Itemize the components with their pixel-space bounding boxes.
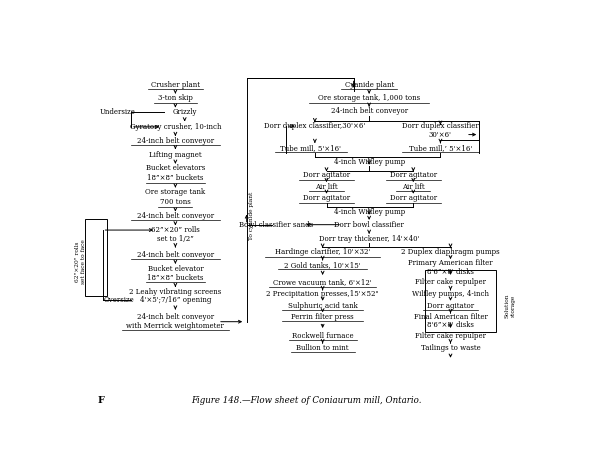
Bar: [425, 270, 496, 332]
Text: Undersize: Undersize: [99, 108, 135, 116]
Text: Dorr duplex classifier,30'×6': Dorr duplex classifier,30'×6': [264, 122, 365, 130]
Text: Ore storage tank, 1,000 tons: Ore storage tank, 1,000 tons: [318, 94, 420, 102]
Text: Oversize: Oversize: [103, 296, 134, 304]
Text: Figure 148.—Flow sheet of Coniaurum mill, Ontario.: Figure 148.—Flow sheet of Coniaurum mill…: [190, 396, 421, 405]
Text: 24-inch belt conveyor: 24-inch belt conveyor: [137, 313, 214, 321]
Text: 8'6”×8' disks: 8'6”×8' disks: [427, 268, 474, 276]
Text: Dorr agitator: Dorr agitator: [303, 171, 350, 179]
Text: To cyanide plant: To cyanide plant: [249, 191, 254, 240]
Text: Tube mill,’ 5'×16': Tube mill,’ 5'×16': [409, 144, 472, 152]
Text: Crusher plant: Crusher plant: [151, 80, 200, 89]
Text: Dorr agitator: Dorr agitator: [303, 194, 350, 203]
Text: Dorr agitator: Dorr agitator: [390, 171, 437, 179]
Text: 4-inch Wilfley pump: 4-inch Wilfley pump: [334, 207, 405, 216]
Text: 24-inch belt conveyor: 24-inch belt conveyor: [137, 137, 214, 145]
Text: 2 Leahy vibrating screens: 2 Leahy vibrating screens: [129, 288, 221, 296]
Text: Solution
storage: Solution storage: [505, 293, 516, 318]
Text: Bullion to mint: Bullion to mint: [296, 344, 349, 352]
Text: Filter cake repulper: Filter cake repulper: [415, 332, 486, 340]
Text: Cyanide plant: Cyanide plant: [344, 80, 394, 89]
Text: Tailings to waste: Tailings to waste: [421, 344, 481, 352]
Text: Bowl classifier sands: Bowl classifier sands: [239, 221, 313, 229]
Text: 18”×8” buckets: 18”×8” buckets: [147, 175, 204, 183]
Text: Primary American filter: Primary American filter: [408, 259, 493, 267]
Text: Dorr agitator: Dorr agitator: [390, 194, 437, 203]
Text: Crowe vacuum tank, 6'×12': Crowe vacuum tank, 6'×12': [273, 278, 372, 286]
Text: 8'6”×8' disks: 8'6”×8' disks: [427, 321, 474, 329]
Text: with Merrick weightometer: with Merrick weightometer: [127, 322, 224, 330]
Text: Gyratory crusher, 10-inch: Gyratory crusher, 10-inch: [130, 123, 221, 131]
Text: Air lift: Air lift: [315, 183, 338, 191]
Text: Dorr duplex classifier: Dorr duplex classifier: [402, 122, 479, 130]
Text: 24-inch belt conveyor: 24-inch belt conveyor: [137, 212, 214, 220]
Text: Bucket elevator: Bucket elevator: [147, 265, 203, 273]
Text: 62"×20" rolls
set face to face: 62"×20" rolls set face to face: [75, 239, 86, 284]
Text: 24-inch belt conveyor: 24-inch belt conveyor: [331, 107, 408, 115]
Text: Dorr agitator: Dorr agitator: [427, 302, 474, 310]
Text: F: F: [98, 396, 104, 405]
Text: Filter cake repulper: Filter cake repulper: [415, 278, 486, 286]
Text: Hardinge clarifier, 10'×32': Hardinge clarifier, 10'×32': [275, 248, 370, 256]
Text: 18”×8” buckets: 18”×8” buckets: [147, 274, 204, 282]
Bar: [85, 219, 107, 296]
Text: Lifting magnet: Lifting magnet: [149, 150, 202, 159]
Text: Wilfley pumps, 4-inch: Wilfley pumps, 4-inch: [412, 290, 489, 298]
Text: Tube mill, 5'×16': Tube mill, 5'×16': [281, 144, 341, 152]
Text: 3-ton skip: 3-ton skip: [158, 94, 193, 102]
Text: 24-inch belt conveyor: 24-inch belt conveyor: [137, 251, 214, 259]
Text: 30'×6': 30'×6': [429, 131, 452, 139]
Text: 2 Precipitation presses,15'×52": 2 Precipitation presses,15'×52": [266, 290, 379, 298]
Text: 2 Gold tanks, 10'×15': 2 Gold tanks, 10'×15': [284, 261, 361, 269]
Text: Bucket elevators: Bucket elevators: [146, 164, 205, 172]
Text: 4-inch Wilfley pump: 4-inch Wilfley pump: [334, 157, 405, 165]
Text: Rockwell furnace: Rockwell furnace: [292, 332, 353, 340]
Text: Ore storage tank: Ore storage tank: [145, 188, 205, 196]
Text: Dorr bowl classifier: Dorr bowl classifier: [334, 221, 404, 229]
Text: Final American filter: Final American filter: [414, 313, 487, 321]
Text: 4'×5';7/16” opening: 4'×5';7/16” opening: [140, 296, 211, 304]
Text: set to 1/2”: set to 1/2”: [157, 234, 194, 242]
Text: Dorr tray thickener, 14'×40': Dorr tray thickener, 14'×40': [319, 234, 419, 242]
Text: 62”×20” rolls: 62”×20” rolls: [151, 226, 200, 234]
Text: 700 tons: 700 tons: [160, 198, 191, 206]
Text: Perrin filter press: Perrin filter press: [291, 313, 354, 321]
Text: Sulphuric acid tank: Sulphuric acid tank: [288, 302, 358, 310]
Text: Air lift: Air lift: [402, 183, 424, 191]
Text: 2 Duplex diaphragm pumps: 2 Duplex diaphragm pumps: [401, 248, 500, 256]
Text: Grizzly: Grizzly: [173, 108, 197, 116]
